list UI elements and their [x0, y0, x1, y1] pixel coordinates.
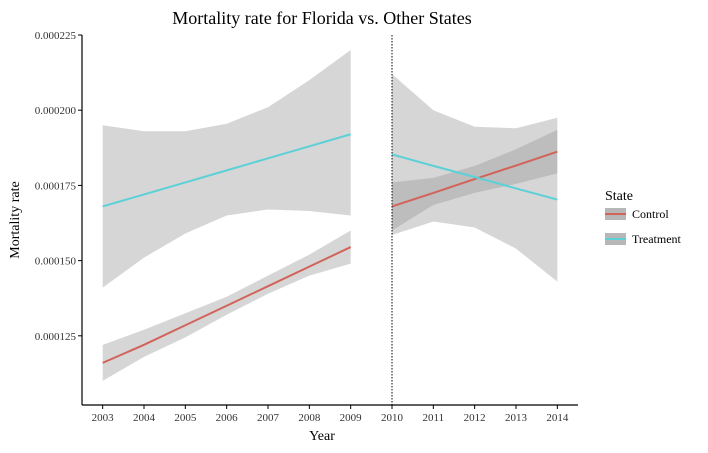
legend-title: State — [605, 189, 633, 204]
x-tick-label: 2013 — [505, 412, 528, 424]
chart-title: Mortality rate for Florida vs. Other Sta… — [172, 8, 471, 28]
x-axis-title: Year — [309, 429, 335, 444]
x-tick-label: 2004 — [133, 412, 156, 424]
y-tick-label: 0.000225 — [35, 30, 77, 42]
legend-label-control: Control — [632, 207, 669, 221]
x-tick-label: 2003 — [92, 412, 115, 424]
x-tick-label: 2005 — [174, 412, 197, 424]
y-tick-label: 0.000175 — [35, 180, 77, 192]
x-tick-label: 2008 — [298, 412, 321, 424]
x-tick-label: 2014 — [546, 412, 569, 424]
treatment-band-1 — [103, 50, 351, 288]
x-tick-label: 2007 — [257, 412, 280, 424]
x-tick-label: 2006 — [216, 412, 239, 424]
x-tick-label: 2010 — [381, 412, 404, 424]
x-ticks: 2003 2004 2005 2006 2007 2008 2009 2010 2011 2012… — [92, 405, 569, 424]
y-tick-label: 0.000125 — [35, 331, 77, 343]
legend: State Control Treatment — [605, 189, 682, 246]
y-axis-title: Mortality rate — [8, 181, 23, 258]
y-tick-label: 0.000150 — [35, 256, 77, 268]
y-tick-label: 0.000200 — [35, 105, 77, 117]
y-ticks: 0.000125 0.000150 0.000175 0.000200 0.000225 — [35, 30, 82, 343]
legend-label-treatment: Treatment — [632, 232, 682, 246]
x-tick-label: 2012 — [464, 412, 486, 424]
x-tick-label: 2009 — [340, 412, 363, 424]
x-tick-label: 2011 — [423, 412, 445, 424]
